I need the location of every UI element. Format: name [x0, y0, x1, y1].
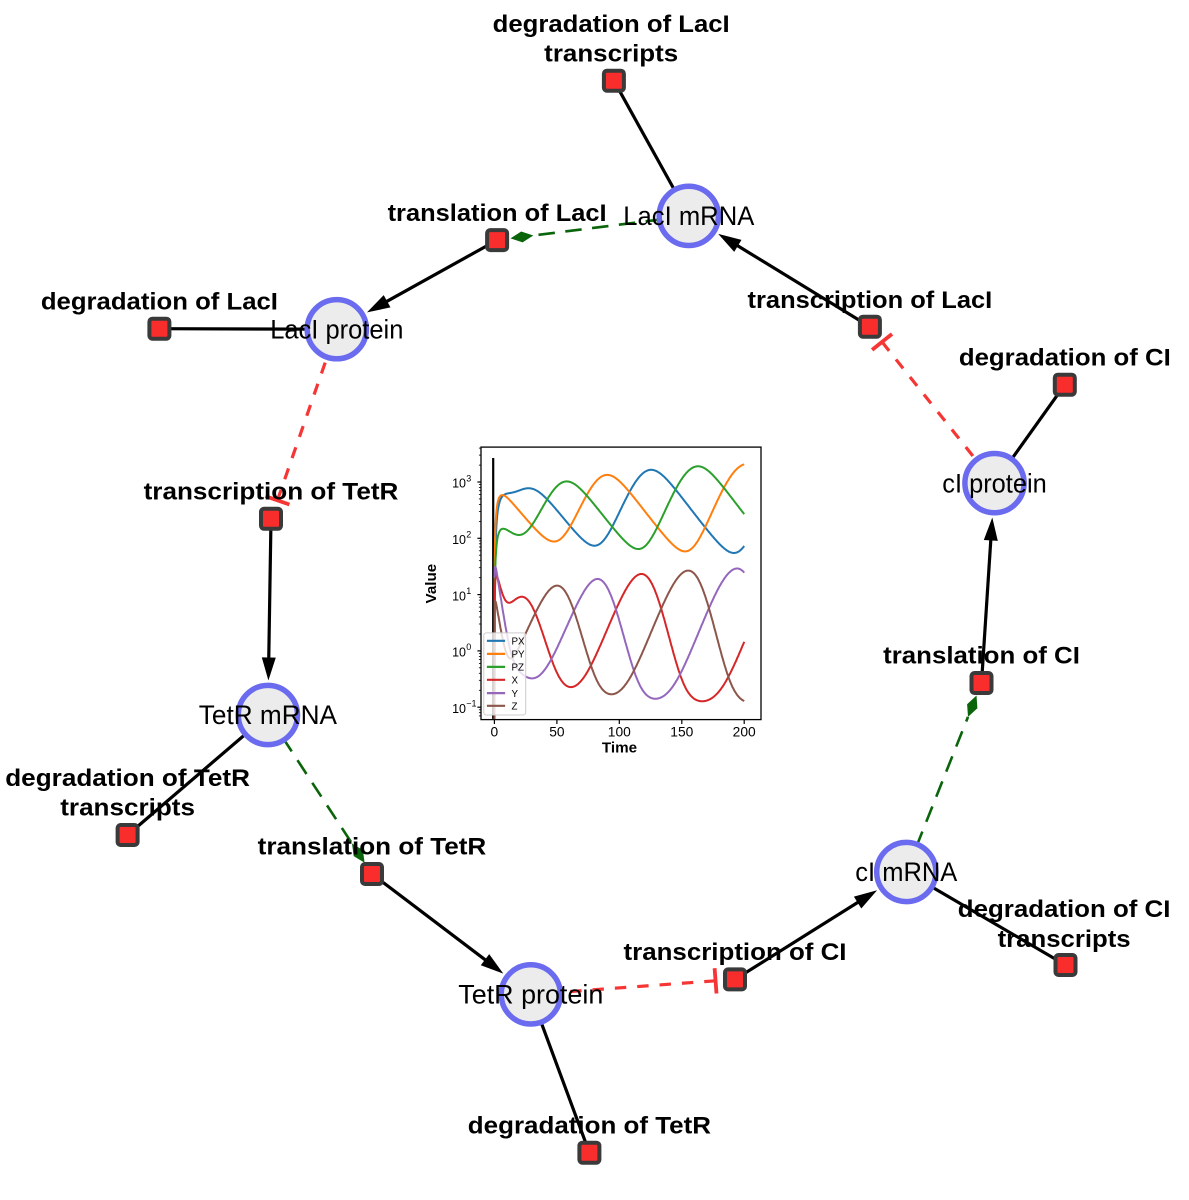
svg-text:10: 10 — [452, 589, 466, 603]
svg-text:100: 100 — [608, 724, 631, 739]
svg-text:Time: Time — [602, 739, 637, 756]
svg-text:2: 2 — [466, 530, 471, 540]
svg-text:LacI protein: LacI protein — [270, 314, 403, 344]
svg-text:10: 10 — [452, 702, 466, 716]
svg-text:10: 10 — [452, 477, 466, 491]
svg-text:1: 1 — [466, 586, 471, 596]
svg-text:degradation of LacI: degradation of LacI — [493, 11, 730, 38]
svg-text:translation of LacI: translation of LacI — [388, 200, 607, 227]
svg-text:degradation of LacI: degradation of LacI — [41, 288, 278, 315]
svg-text:10: 10 — [452, 533, 466, 547]
svg-text:3: 3 — [466, 473, 471, 483]
svg-text:degradation of TetR: degradation of TetR — [468, 1112, 712, 1139]
svg-text:TetR protein: TetR protein — [458, 980, 603, 1010]
svg-text:transcription of CI: transcription of CI — [624, 939, 847, 966]
svg-text:degradation of TetR: degradation of TetR — [5, 765, 250, 792]
svg-text:150: 150 — [670, 724, 693, 739]
svg-text:transcription of LacI: transcription of LacI — [748, 287, 993, 314]
svg-text:translation of CI: translation of CI — [883, 643, 1080, 670]
svg-text:0: 0 — [491, 724, 499, 739]
svg-text:transcription of TetR: transcription of TetR — [144, 479, 399, 506]
svg-text:−1: −1 — [466, 699, 476, 709]
svg-text:200: 200 — [733, 724, 756, 739]
svg-text:50: 50 — [549, 724, 565, 739]
svg-text:transcripts: transcripts — [998, 926, 1131, 953]
svg-text:TetR mRNA: TetR mRNA — [199, 700, 337, 730]
svg-text:cI mRNA: cI mRNA — [855, 857, 957, 887]
svg-text:10: 10 — [452, 646, 466, 660]
svg-text:Value: Value — [423, 564, 440, 604]
svg-text:Y: Y — [512, 689, 519, 700]
svg-text:degradation of CI: degradation of CI — [959, 344, 1171, 371]
svg-text:transcripts: transcripts — [60, 795, 195, 822]
svg-text:LacI mRNA: LacI mRNA — [623, 201, 754, 231]
svg-text:cI protein: cI protein — [942, 468, 1046, 498]
svg-text:Z: Z — [512, 702, 518, 713]
svg-text:PX: PX — [512, 637, 526, 648]
svg-text:degradation of CI: degradation of CI — [958, 896, 1171, 923]
svg-text:translation of TetR: translation of TetR — [258, 834, 487, 861]
svg-text:0: 0 — [466, 642, 471, 652]
svg-text:PZ: PZ — [512, 663, 525, 674]
svg-text:transcripts: transcripts — [544, 40, 678, 67]
svg-text:X: X — [512, 676, 519, 687]
svg-text:PY: PY — [512, 650, 526, 661]
